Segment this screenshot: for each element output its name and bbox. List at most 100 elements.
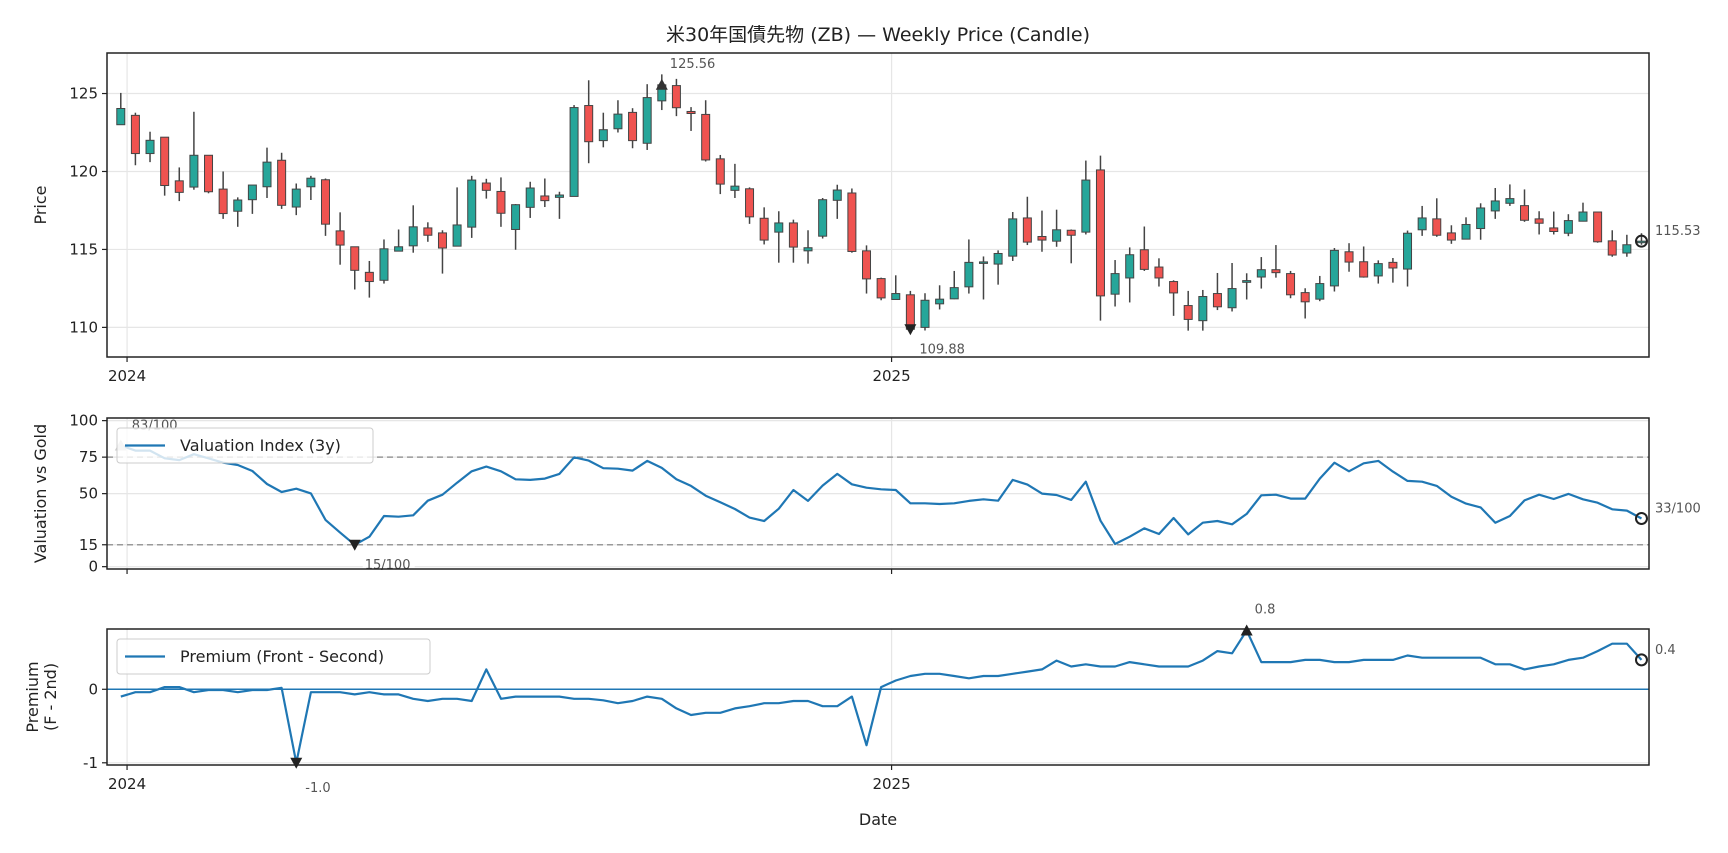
candle-body [1037,235,1047,241]
x-tick-label: 2024 [108,367,146,385]
candle [1534,211,1544,235]
last-value-annotation: 0.4 [1655,643,1676,658]
candle-body [452,224,462,247]
candle [1052,209,1062,247]
y-tick-label: -1 [83,754,98,772]
candle [1505,184,1515,206]
min-annotation-background [917,340,970,358]
candle [584,80,594,164]
candle-body [394,246,404,252]
candle-body [1183,305,1193,320]
candle-body [1081,179,1091,233]
candle-body [686,110,696,114]
candle [759,207,769,245]
candle-body [1300,292,1310,303]
candle-body [701,113,711,161]
min-annotation-background [303,778,332,796]
candle [1154,258,1164,287]
candle [1329,248,1339,292]
axes-frame [106,52,1650,358]
candle [277,152,287,209]
candle [949,270,959,300]
min-annotation: 109.88 [919,342,965,357]
candle [130,112,140,166]
candle [525,181,535,218]
candle-body [774,222,784,233]
candle [876,277,886,301]
candle-body [1242,280,1252,283]
candle [437,230,447,274]
candle [1242,273,1252,300]
candle-body [379,248,389,281]
candle [1622,234,1632,257]
y-tick-label: 0 [88,680,98,698]
candle-body [1607,240,1617,256]
candle [554,191,564,219]
candle-body [1622,244,1632,254]
candle [1373,260,1383,284]
candle [1066,229,1076,264]
candle-body [949,287,959,300]
candle-body [584,105,594,143]
candle-body [496,190,506,214]
candle-body [642,97,652,144]
candle [1403,230,1413,287]
candle-body [160,136,170,187]
candle [511,204,521,250]
max-marker-triangle-up-icon [655,78,668,90]
axes-frame [106,417,1650,570]
last-value-circle-marker [1634,234,1648,248]
candle [788,219,798,263]
candle [1169,280,1179,316]
candle [1607,230,1617,257]
candle-body [1578,211,1588,222]
candle [379,239,389,284]
candle [189,111,199,190]
candle-body [525,187,535,208]
candle-body [511,204,521,230]
candle [993,250,1003,285]
candle-body [1154,266,1164,279]
min-marker-triangle-down-icon [348,539,361,551]
candle [364,260,374,298]
candle [1578,202,1588,222]
candle-body [364,271,374,283]
max-annotation: 0.8 [1255,602,1276,617]
axes-frame [106,628,1650,766]
candle-body [1403,232,1413,270]
candle-body [320,179,330,225]
candle [335,212,345,265]
candle [1095,155,1105,321]
candle-body [277,159,287,206]
candle-body [145,139,155,155]
candle-body [628,111,638,142]
candle-body [569,107,579,197]
premium-panel: 2024 2025 -1 0 Premium (F - 2nd) 0.8 -1.0 0.4 Pre… [23,602,1676,796]
candle [964,239,974,294]
candle-body [920,299,930,328]
candle [1359,246,1369,278]
candle [1286,270,1296,299]
y-tick-label: 15 [79,536,98,554]
candle-body [613,113,623,130]
candle-body [1125,254,1135,279]
candle [1212,272,1222,311]
legend: Valuation Index (3y) [116,427,374,464]
candle-body [1593,211,1603,243]
candle [1476,203,1486,240]
candle [1300,288,1310,319]
candle [306,175,316,201]
candle [1563,214,1573,237]
candle [935,285,945,310]
legend: Premium (Front - Second) [116,638,431,675]
candle [774,211,784,263]
candle [496,177,506,227]
candle [160,136,170,196]
candle-body [1022,217,1032,243]
candle-body [130,114,140,155]
candle-body [1359,261,1369,278]
y-tick-label: 115 [69,240,98,258]
last-value-annotation: 33/100 [1655,501,1701,516]
min-marker-triangle-down-icon [290,757,303,769]
candle [818,197,828,239]
